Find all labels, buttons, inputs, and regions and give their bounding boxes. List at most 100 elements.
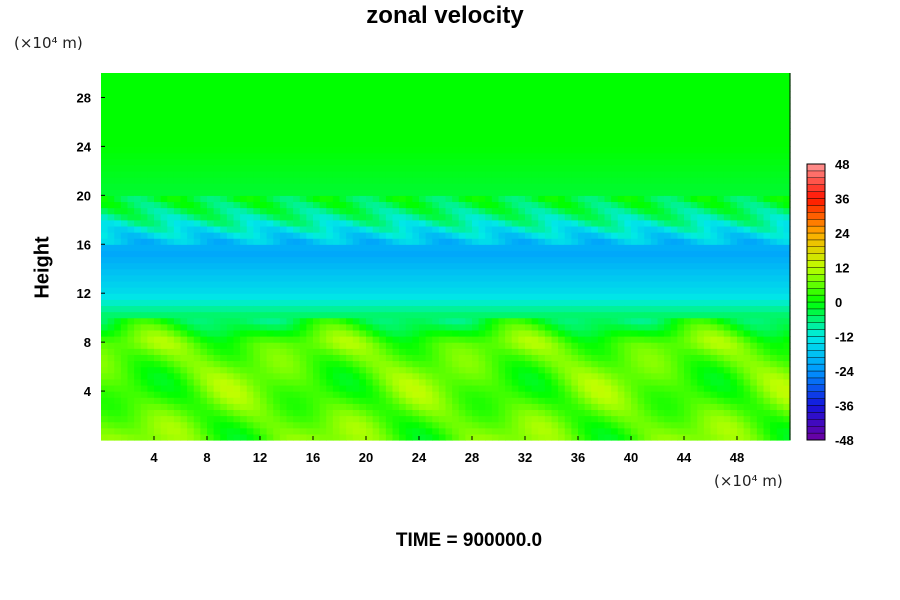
heatmap-cell bbox=[498, 164, 506, 172]
heatmap-cell bbox=[207, 299, 215, 307]
heatmap-cell bbox=[366, 391, 374, 398]
heatmap-cell bbox=[293, 152, 301, 160]
heatmap-cell bbox=[233, 287, 241, 294]
heatmap-cell bbox=[412, 256, 420, 264]
heatmap-cell bbox=[339, 134, 347, 141]
heatmap-cell bbox=[405, 360, 413, 368]
heatmap-cell bbox=[505, 128, 513, 135]
heatmap-cell bbox=[313, 409, 321, 417]
heatmap-cell bbox=[253, 427, 261, 435]
heatmap-cell bbox=[120, 323, 129, 331]
heatmap-cell bbox=[180, 354, 188, 362]
heatmap-cell bbox=[405, 256, 413, 264]
heatmap-cell bbox=[246, 372, 254, 380]
heatmap-cell bbox=[313, 109, 321, 117]
heatmap-cell bbox=[438, 146, 447, 154]
heatmap-cell bbox=[332, 195, 341, 203]
heatmap-cell bbox=[220, 336, 228, 343]
heatmap-cell bbox=[518, 299, 526, 307]
heatmap-cell bbox=[452, 409, 460, 417]
heatmap-cell bbox=[339, 317, 347, 325]
heatmap-cell bbox=[518, 213, 526, 221]
heatmap-cell bbox=[279, 256, 288, 264]
heatmap-cell bbox=[180, 158, 188, 166]
heatmap-cell bbox=[187, 176, 195, 184]
heatmap-cell bbox=[187, 146, 195, 154]
heatmap-cell bbox=[571, 372, 579, 380]
heatmap-cell bbox=[306, 421, 314, 429]
heatmap-cell bbox=[114, 433, 122, 441]
heatmap-cell bbox=[140, 225, 148, 233]
heatmap-cell bbox=[478, 213, 486, 221]
heatmap-cell bbox=[306, 336, 314, 343]
heatmap-cell bbox=[299, 287, 307, 294]
heatmap-cell bbox=[511, 195, 519, 203]
heatmap-cell bbox=[372, 140, 380, 147]
heatmap-cell bbox=[127, 201, 135, 209]
heatmap-cell bbox=[233, 183, 241, 190]
heatmap-cell bbox=[399, 158, 407, 166]
heatmap-cell bbox=[101, 109, 109, 117]
heatmap-cell bbox=[379, 225, 387, 233]
heatmap-cell bbox=[299, 342, 307, 349]
heatmap-cell bbox=[511, 317, 519, 325]
heatmap-cell bbox=[193, 134, 201, 141]
heatmap-cell bbox=[538, 207, 546, 215]
heatmap-cell bbox=[220, 170, 228, 178]
heatmap-cell bbox=[319, 176, 327, 184]
heatmap-cell bbox=[405, 134, 413, 141]
heatmap-cell bbox=[551, 128, 559, 135]
heatmap-cell bbox=[538, 421, 546, 429]
heatmap-cell bbox=[472, 134, 480, 141]
heatmap-cell bbox=[240, 85, 248, 92]
heatmap-cell bbox=[425, 213, 433, 221]
heatmap-cell bbox=[438, 134, 447, 141]
heatmap-cell bbox=[207, 403, 215, 411]
heatmap-cell bbox=[438, 195, 447, 203]
heatmap-cell bbox=[531, 256, 539, 264]
heatmap-cell bbox=[273, 280, 281, 288]
heatmap-cell bbox=[372, 244, 380, 251]
heatmap-cell bbox=[114, 115, 122, 123]
heatmap-cell bbox=[173, 183, 182, 190]
heatmap-cell bbox=[240, 421, 248, 429]
heatmap-cell bbox=[511, 146, 519, 154]
heatmap-cell bbox=[405, 287, 413, 294]
heatmap-cell bbox=[472, 268, 480, 276]
heatmap-cell bbox=[180, 152, 188, 160]
heatmap-cell bbox=[326, 366, 334, 374]
heatmap-cell bbox=[591, 128, 599, 135]
heatmap-cell bbox=[187, 421, 195, 429]
heatmap-cell bbox=[233, 121, 241, 129]
heatmap-cell bbox=[173, 146, 182, 154]
heatmap-cell bbox=[551, 378, 559, 386]
heatmap-cell bbox=[220, 140, 228, 147]
heatmap-cell bbox=[313, 103, 321, 111]
heatmap-cell bbox=[544, 152, 553, 160]
heatmap-cell bbox=[531, 140, 539, 147]
heatmap-cell bbox=[200, 360, 208, 368]
heatmap-cell bbox=[266, 103, 274, 111]
heatmap-cell bbox=[637, 274, 645, 282]
heatmap-cell bbox=[597, 287, 606, 294]
heatmap-cell bbox=[564, 336, 572, 343]
heatmap-cell bbox=[544, 195, 553, 203]
heatmap-cell bbox=[260, 336, 268, 343]
heatmap-cell bbox=[240, 213, 248, 221]
heatmap-cell bbox=[200, 433, 208, 441]
heatmap-cell bbox=[412, 79, 420, 86]
heatmap-cell bbox=[491, 311, 500, 319]
heatmap-cell bbox=[584, 274, 592, 282]
heatmap-cell bbox=[485, 152, 493, 160]
heatmap-cell bbox=[637, 403, 645, 411]
heatmap-cell bbox=[558, 225, 566, 233]
heatmap-cell bbox=[114, 213, 122, 221]
heatmap-cell bbox=[525, 403, 533, 411]
heatmap-cell bbox=[392, 201, 400, 209]
heatmap-cell bbox=[611, 225, 619, 233]
heatmap-cell bbox=[538, 415, 546, 423]
heatmap-cell bbox=[617, 415, 625, 423]
heatmap-cell bbox=[193, 121, 201, 129]
heatmap-cell bbox=[154, 433, 162, 441]
heatmap-cell bbox=[240, 176, 248, 184]
